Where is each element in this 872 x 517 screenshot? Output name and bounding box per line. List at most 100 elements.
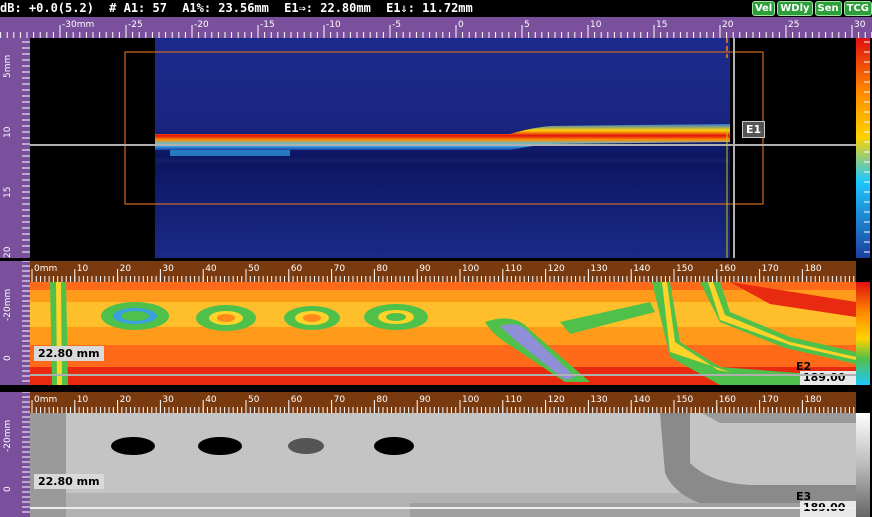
e3-marker[interactable]: E3 (796, 490, 812, 503)
c-scan-1-position-label: 22.80 mm (34, 346, 104, 361)
ruler-label: -20mm (3, 420, 13, 452)
ruler-label: 10 (3, 126, 13, 138)
ruler-label: 110 (505, 395, 522, 405)
ruler-label: -30mm (62, 20, 94, 30)
ruler-label: 50 (248, 264, 260, 274)
ruler-label: 80 (376, 264, 388, 274)
ruler-label: 150 (676, 395, 693, 405)
ruler-label: 140 (633, 264, 650, 274)
grayscale-palette-bottom[interactable] (856, 413, 870, 517)
ruler-label: 20 (120, 395, 132, 405)
ruler-label: 160 (719, 264, 736, 274)
ruler-label: 40 (205, 264, 217, 274)
middle-vertical-ruler[interactable]: -20mm020 (0, 261, 30, 385)
bottom-horizontal-ruler[interactable]: 0mm 10 20 30 40 50 60 70 80 90 100 110 120 130 140 150 1… (30, 392, 856, 413)
wdly-badge[interactable]: WDly (777, 1, 813, 16)
middle-horizontal-ruler[interactable]: 0mm 10 20 30 40 50 60 70 80 90 100 110 120 130 140 150 1… (30, 261, 856, 282)
ruler-label: 30 (162, 395, 174, 405)
ruler-label: 10 (590, 20, 602, 30)
status-badges: Vel WDly Sen TCG (751, 1, 872, 16)
e1-depth-readout: E1⇓: 11.72mm (386, 1, 473, 15)
left-ruler-ticks: 5mm 10 15 20 (3, 41, 30, 258)
ruler-label: 150 (676, 264, 693, 274)
ruler-label: 180 (804, 395, 821, 405)
ruler-label: 130 (590, 264, 607, 274)
ruler-label: 130 (590, 395, 607, 405)
ruler-label: 40 (205, 395, 217, 405)
ruler-label: 15 (3, 187, 13, 198)
ruler-label: 120 (548, 264, 565, 274)
e2-marker[interactable]: E2 (796, 360, 812, 373)
ruler-label: 5 (524, 20, 530, 30)
ruler-label: 70 (334, 395, 346, 405)
middle-ruler-ticks: 0mm 10 20 30 40 50 60 70 80 90 100 110 120 130 140 150 1… (31, 264, 855, 282)
ruler-label: 170 (762, 395, 779, 405)
ruler-label: 0mm (34, 264, 57, 274)
bottom-ruler-ticks: 0mm 10 20 30 40 50 60 70 80 90 100 110 120 130 140 150 1… (31, 395, 855, 413)
ruler-label: -20 (194, 20, 209, 30)
ruler-label: 170 (762, 264, 779, 274)
ruler-label: 0 (3, 355, 13, 361)
top-vertical-ruler[interactable]: 5mm 10 15 20 (0, 38, 30, 258)
c-scan-1-cursor-line[interactable] (30, 374, 856, 376)
ruler-label: 60 (291, 395, 303, 405)
ruler-label: 100 (462, 264, 479, 274)
a1-readout: # A1: 57 (109, 1, 167, 15)
c-scan-2-length-label: 189.00 m (800, 501, 856, 517)
bottom-vertical-ruler[interactable]: -20mm020 (0, 392, 30, 517)
ruler-label: 110 (505, 264, 522, 274)
ruler-label: 180 (804, 264, 821, 274)
ruler-label: 70 (334, 264, 346, 274)
ruler-label: 140 (633, 395, 650, 405)
b-scan-panel[interactable]: E1 (30, 38, 856, 258)
ruler-label: -25 (128, 20, 143, 30)
ruler-label: 60 (291, 264, 303, 274)
ruler-label: 20 (120, 264, 132, 274)
ruler-label: 50 (248, 395, 260, 405)
ruler-label: 120 (548, 395, 565, 405)
color-palette-middle[interactable] (856, 282, 870, 385)
c-scan-position-panel[interactable]: 22.80 mm E3 189.00 m (30, 413, 856, 517)
ruler-label: 10 (77, 264, 89, 274)
ruler-label: 0 (3, 486, 13, 492)
e1-marker[interactable]: E1 (742, 121, 766, 138)
ruler-label: 5mm (3, 55, 13, 78)
vel-badge[interactable]: Vel (751, 1, 776, 16)
c-scan-position-image (30, 413, 856, 517)
db-readout: dB: +0.0(5.2) (0, 1, 94, 15)
c-scan-2-cursor-line[interactable] (30, 507, 856, 509)
c-scan-amplitude-panel[interactable]: 22.80 mm E2 189.00 m (30, 282, 856, 385)
a1-percent-readout: A1%: 23.56mm (182, 1, 269, 15)
ruler-label: 20 (3, 246, 13, 258)
bottom-left-ruler-ticks: -20mm020 (3, 392, 30, 513)
c-scan-2-position-label: 22.80 mm (34, 474, 104, 489)
ruler-label: 0 (458, 20, 464, 30)
b-scan-image (30, 38, 856, 258)
top-horizontal-ruler[interactable]: -30mm -25 -20 -15 -10 -5 0 5 10 15 20 25 30 (0, 17, 872, 38)
ruler-label: 100 (462, 395, 479, 405)
color-palette-top[interactable] (856, 38, 870, 258)
ruler-label: 15 (656, 20, 667, 30)
ruler-label: 30 (854, 20, 866, 30)
ruler-label: 10 (77, 395, 89, 405)
ruler-label: -5 (392, 20, 401, 30)
indication-ring (101, 302, 428, 331)
ruler-label: -15 (260, 20, 275, 30)
ruler-label: 25 (788, 20, 799, 30)
ruler-label: 20 (722, 20, 734, 30)
tcg-badge[interactable]: TCG (843, 1, 872, 16)
ruler-label: 90 (419, 395, 431, 405)
ruler-label: 30 (162, 264, 174, 274)
middle-left-ruler-ticks: -20mm020 (3, 261, 30, 382)
ruler-label: -10 (326, 20, 341, 30)
ruler-label: 80 (376, 395, 388, 405)
ruler-label: 160 (719, 395, 736, 405)
palette-ticks-top (864, 41, 870, 253)
ruler-label: 90 (419, 264, 431, 274)
status-bar: dB: +0.0(5.2) # A1: 57 A1%: 23.56mm E1⇒:… (0, 0, 872, 17)
ruler-label: -20mm (3, 289, 13, 321)
ruler-label: 0mm (34, 395, 57, 405)
sen-badge[interactable]: Sen (814, 1, 842, 16)
top-ruler-ticks: -30mm -25 -20 -15 -10 -5 0 5 10 15 20 25 30 (0, 20, 872, 38)
e1-distance-readout: E1⇒: 22.80mm (284, 1, 371, 15)
